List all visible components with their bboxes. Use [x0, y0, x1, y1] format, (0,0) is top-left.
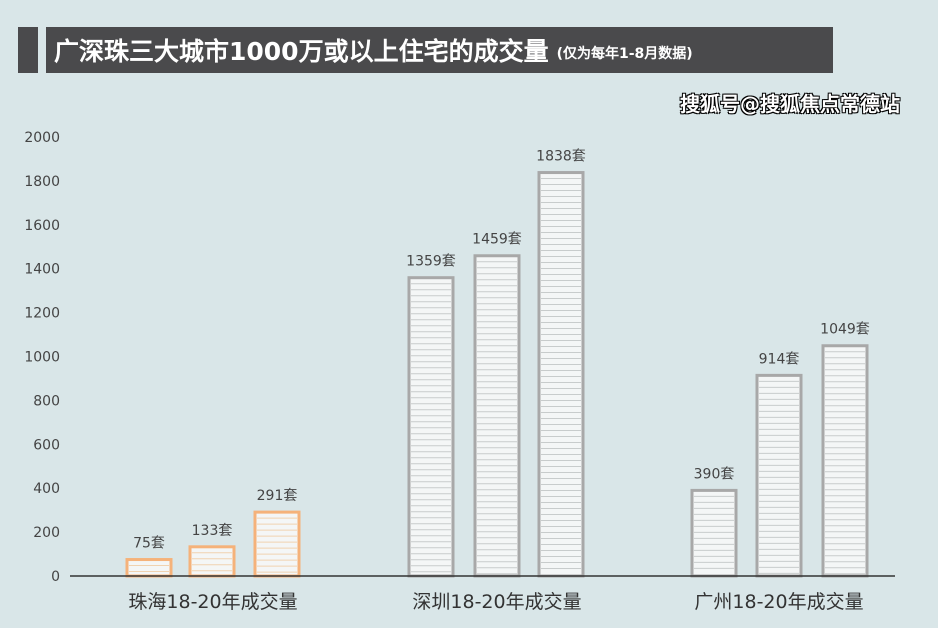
y-tick-label: 1800 [24, 174, 60, 190]
watermark: 搜狐号@搜狐焦点常德站 [680, 92, 900, 116]
y-tick-label: 600 [33, 437, 60, 453]
data-label: 1049套 [820, 322, 870, 338]
x-category-label: 广州18-20年成交量 [694, 591, 863, 613]
data-label: 1359套 [406, 254, 456, 270]
bar [537, 171, 585, 578]
chart-title: 广深珠三大城市1000万或以上住宅的成交量 [54, 37, 549, 66]
data-label: 1459套 [472, 232, 522, 248]
title-bar: 广深珠三大城市1000万或以上住宅的成交量 (仅为每年1-8月数据) [46, 27, 833, 73]
y-tick-label: 400 [33, 481, 60, 497]
data-label: 291套 [257, 488, 298, 504]
data-label: 390套 [694, 466, 735, 482]
y-tick-label: 200 [33, 525, 60, 541]
y-tick-label: 0 [51, 569, 60, 585]
bar [407, 276, 455, 578]
bar [690, 488, 738, 578]
data-label: 914套 [759, 351, 800, 367]
chart-subtitle: (仅为每年1-8月数据) [556, 46, 693, 62]
bar [821, 344, 869, 578]
bar [755, 373, 803, 578]
data-label: 1838套 [536, 149, 586, 165]
data-label: 133套 [192, 523, 233, 539]
bar [125, 558, 173, 578]
x-category-label: 深圳18-20年成交量 [412, 591, 581, 613]
bar [473, 254, 521, 578]
y-tick-label: 1000 [24, 350, 60, 366]
y-tick-label: 1600 [24, 218, 60, 234]
bar [188, 545, 236, 578]
y-tick-label: 800 [33, 393, 60, 409]
y-tick-label: 1400 [24, 262, 60, 278]
bar [253, 510, 301, 578]
title-accent [18, 27, 38, 73]
y-tick-label: 1200 [24, 306, 60, 322]
data-label: 75套 [133, 536, 165, 552]
y-tick-label: 2000 [24, 130, 60, 146]
x-category-label: 珠海18-20年成交量 [128, 591, 297, 613]
